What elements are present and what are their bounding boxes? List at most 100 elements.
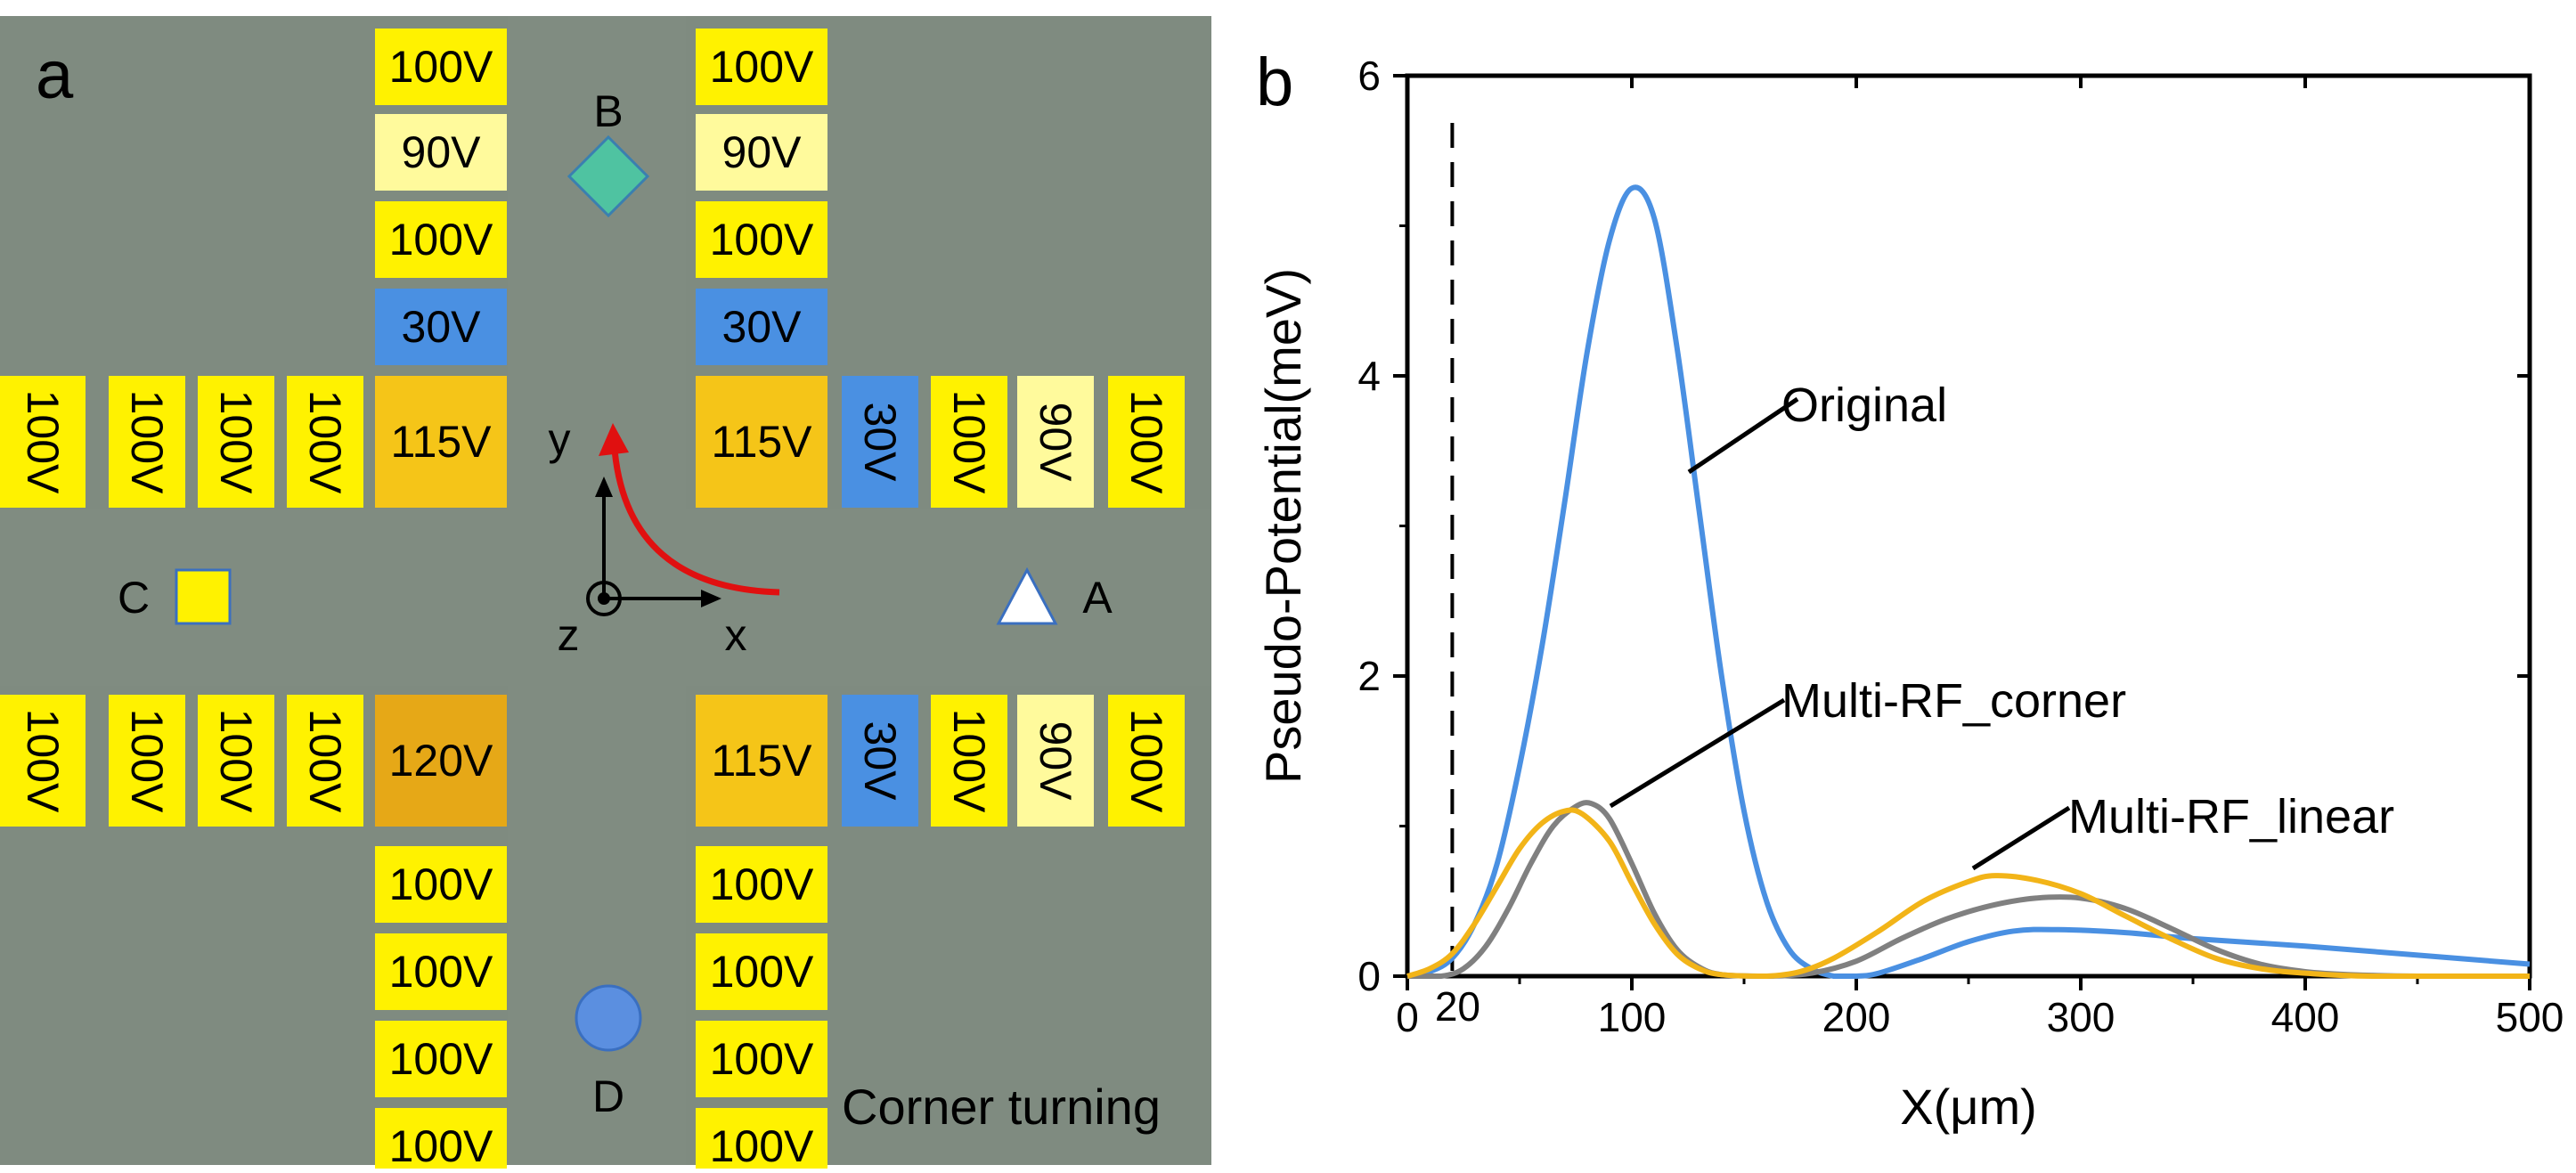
bottom-right-electrode-2-pad (696, 1021, 827, 1097)
lower-right-electrode-1-label: 100V (944, 709, 994, 813)
top-right-electrode-0: 100V (696, 29, 827, 105)
lower-right-electrode-1-pad (931, 695, 1007, 827)
bottom-right-electrode-1: 100V (696, 933, 827, 1010)
x-tick-label-100: 100 (1598, 994, 1667, 1040)
bottom-right-electrode-3: 100V (696, 1108, 827, 1173)
pseudo-potential-chart: b 0 100 200 300 400 500200246X(μm)Pseudo-Pote… (1255, 45, 2564, 1135)
upper-right-electrode-0-label: 30V (855, 403, 905, 483)
chart-plot: 0 100 200 300 400 500200246X(μm)Pseudo-Potent… (1255, 53, 2564, 1135)
lower-left-electrode-2: 100V (198, 695, 274, 827)
z-axis-dot (598, 592, 610, 605)
position-markers: B C A D (118, 86, 1113, 1121)
panel-a: 100V 90V 100V 30V 100V 90V 100V 30V 100V 100V 100V… (0, 0, 1211, 1173)
y-axis-title: Pseudo-Potential(meV) (1255, 268, 1311, 784)
top-right-electrode-1: 90V (696, 114, 827, 191)
corner-turning-label: Corner turning (842, 1079, 1161, 1135)
bottom-left-electrode-3: 100V (375, 1108, 507, 1173)
annotation-multi-rf-corner: Multi-RF_corner (1781, 674, 2126, 728)
upper-left-corner-electrode-label: 115V (390, 417, 492, 467)
bottom-left-electrode-2: 100V (375, 1021, 507, 1097)
lower-right-corner-electrode-label: 115V (711, 736, 812, 786)
top-left-electrode-2-label: 100V (389, 215, 493, 265)
top-right-electrode-1-pad (696, 114, 827, 191)
top-left-electrode-3-label: 30V (402, 302, 482, 352)
upper-right-corner-electrode-pad (696, 376, 827, 508)
bottom-left-electrode-2-pad (375, 1021, 507, 1097)
y-tick-label-6: 6 (1357, 53, 1381, 99)
top-left-electrode-1-label: 90V (402, 127, 482, 177)
top-left-electrode-0-pad (375, 29, 507, 105)
upper-right-electrode-3-label: 100V (1121, 390, 1171, 494)
y-tick-label-4: 4 (1357, 353, 1381, 399)
upper-right-electrode-2-pad (1017, 376, 1094, 508)
marker-b-diamond (567, 134, 650, 218)
upper-right-electrode-3: 100V (1108, 376, 1185, 508)
upper-left-electrode-3-pad (287, 376, 363, 508)
annotation-original-leader (1687, 396, 1799, 475)
x-tick-label-300: 300 (2047, 994, 2115, 1040)
bottom-right-electrode-3-label: 100V (710, 1121, 814, 1169)
lower-left-corner-electrode-label: 120V (389, 736, 493, 786)
x-axis-label: x (725, 610, 747, 660)
x-axis-title: X(μm) (1900, 1079, 2037, 1135)
top-left-electrode-0: 100V (375, 29, 507, 105)
upper-left-corner-electrode-pad (375, 376, 507, 508)
upper-right-electrode-0: 30V (842, 376, 918, 508)
upper-right-electrode-1-label: 100V (944, 390, 994, 494)
upper-left-electrode-0-pad (0, 376, 86, 508)
lower-left-electrode-1: 100V (109, 695, 185, 827)
marker-b-label: B (593, 86, 623, 136)
annotation-original: Original (1781, 379, 1947, 432)
top-left-electrode-1: 90V (375, 114, 507, 191)
trap-diagram: 100V 90V 100V 30V 100V 90V 100V 30V 100V 100V 100V… (0, 16, 1211, 1173)
upper-right-electrode-1-pad (931, 376, 1007, 508)
bottom-right-electrode-1-label: 100V (710, 947, 814, 997)
bottom-right-electrode-2: 100V (696, 1021, 827, 1097)
upper-left-electrode-3-label: 100V (300, 390, 350, 494)
series-line-multi-rf-linear (1406, 807, 2530, 980)
marker-c-square (175, 568, 232, 625)
lower-left-electrode-1-pad (109, 695, 185, 827)
lower-right-corner-electrode: 115V (696, 695, 827, 827)
coordinate-axes: y x z (549, 414, 780, 660)
bottom-right-electrode-0-label: 100V (710, 859, 814, 909)
series-line-original (1406, 184, 2531, 980)
marker-d-circle (575, 984, 642, 1052)
bottom-left-electrode-0-label: 100V (389, 859, 493, 909)
upper-left-corner-electrode: 115V (375, 376, 507, 508)
lower-left-electrode-0-label: 100V (18, 709, 68, 813)
upper-left-electrode-2-pad (198, 376, 274, 508)
z-axis-label: z (558, 610, 580, 660)
marker-d-label: D (592, 1071, 624, 1121)
bottom-right-electrode-0-pad (696, 846, 827, 923)
bottom-left-electrode-0: 100V (375, 846, 507, 923)
y-tick-label-0: 0 (1357, 953, 1381, 999)
marker-c-label: C (118, 573, 150, 623)
upper-right-corner-electrode: 115V (696, 376, 827, 508)
annotation-multi-rf-linear: Multi-RF_linear (2068, 790, 2394, 843)
bottom-left-electrode-3-pad (375, 1108, 507, 1173)
lower-right-electrode-3-label: 100V (1121, 709, 1171, 813)
lower-right-electrode-0-label: 30V (855, 721, 905, 802)
top-right-electrode-2-pad (696, 201, 827, 278)
upper-left-electrode-1: 100V (109, 376, 185, 508)
top-right-electrode-3-pad (696, 289, 827, 365)
bottom-left-electrode-0-pad (375, 846, 507, 923)
lower-right-electrode-3: 100V (1108, 695, 1185, 827)
panel-b: b 0 100 200 300 400 500 20 0 2 4 6 X(μm) Pseudo-Pote… (1211, 0, 2576, 1169)
top-right-electrode-2: 100V (696, 201, 827, 278)
lower-right-electrode-2-pad (1017, 695, 1094, 827)
y-axis-label: y (549, 414, 571, 464)
upper-left-electrode-1-pad (109, 376, 185, 508)
lower-left-corner-electrode: 120V (375, 695, 507, 827)
bottom-left-electrode-1: 100V (375, 933, 507, 1010)
lower-left-electrode-0: 100V (0, 695, 86, 827)
lower-left-electrode-2-label: 100V (211, 709, 261, 813)
marker-a-label: A (1082, 573, 1113, 623)
top-right-electrode-0-label: 100V (710, 42, 814, 92)
top-right-electrode-1-label: 90V (722, 127, 803, 177)
lower-right-electrode-2-label: 90V (1031, 721, 1080, 802)
upper-left-electrode-0-label: 100V (18, 390, 68, 494)
upper-right-electrode-3-pad (1108, 376, 1185, 508)
electrode-array: 100V 90V 100V 30V 100V 90V 100V 30V 100V 100V 100V… (0, 29, 1185, 1173)
